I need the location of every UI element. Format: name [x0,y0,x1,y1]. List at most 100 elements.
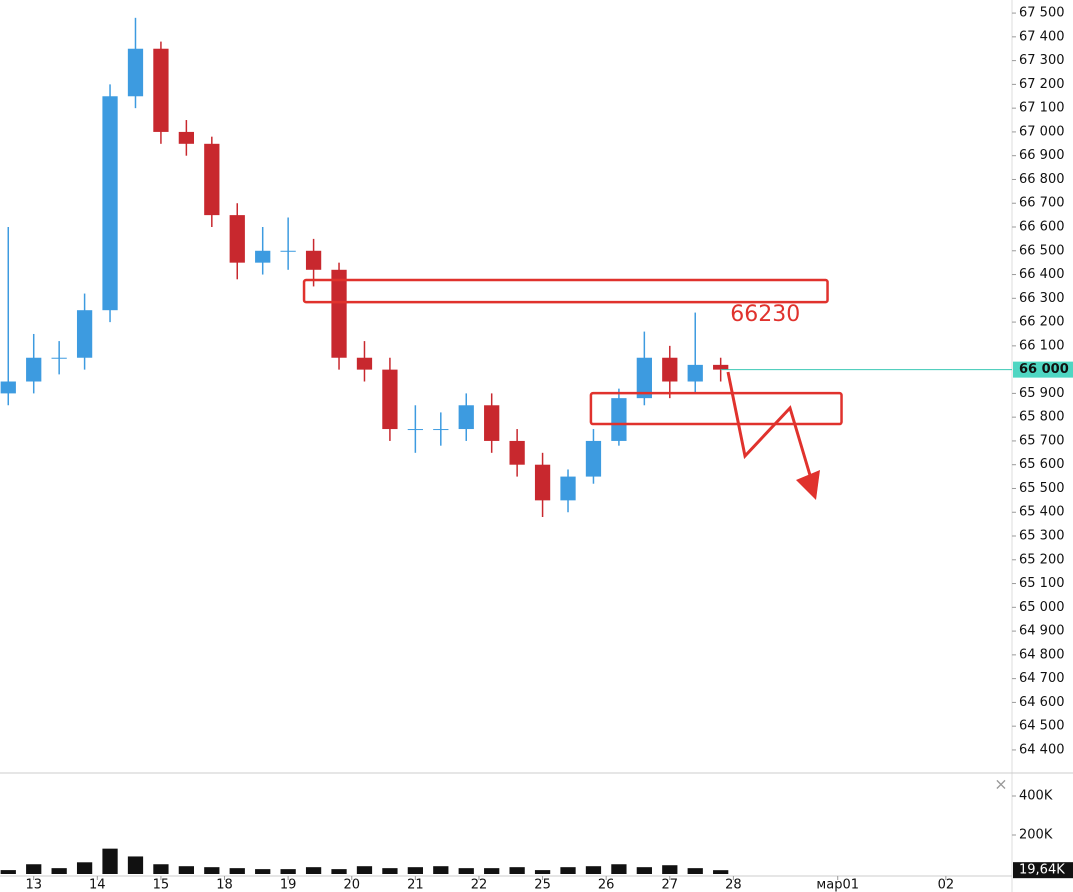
y-tick-label: 66 400 [1019,267,1065,282]
x-tick-label: 13 [25,878,42,892]
volume-bar [331,869,347,874]
y-tick-label: 67 400 [1019,29,1065,44]
current-price-label: 66 000 [1019,362,1069,377]
volume-bar [76,862,93,874]
volume-bar [534,870,551,874]
candle-body [356,357,373,370]
y-tick-label: 64 700 [1019,671,1065,686]
y-tick-label: 67 200 [1019,77,1065,92]
volume-bar [305,867,322,874]
candle-body [51,357,67,359]
volume-bar [433,866,449,874]
forecast-arrow [726,371,817,493]
candle-body [305,250,322,270]
candle-body [229,215,245,263]
volume-bar [127,856,144,874]
volume-bar [484,868,500,874]
y-tick-label: 65 200 [1019,552,1065,567]
zone [589,391,843,426]
volume-bar [229,868,245,874]
y-tick-label: 66 800 [1019,172,1065,187]
x-tick-label: 20 [343,878,360,892]
candle-body [433,429,449,431]
y-tick-label: 65 800 [1019,410,1065,425]
zone [302,278,829,304]
y-tick-label: 65 400 [1019,505,1065,520]
candle-body [127,48,144,97]
current-price-badge [1013,361,1073,378]
volume-bar [687,868,703,874]
candle-body [458,405,474,430]
candle-body [0,381,16,394]
candle-body [331,269,347,358]
y-tick-label: 65 500 [1019,481,1065,496]
x-tick-label: 15 [153,878,170,892]
volume-bar [356,866,373,874]
y-tick-label: 67 100 [1019,101,1065,116]
close-pane-button[interactable]: × [994,775,1007,794]
volume-bar [382,868,398,874]
candle-body [662,357,678,382]
y-tick-label: 65 600 [1019,457,1065,472]
volume-bar [280,869,296,874]
x-tick-label: 21 [407,878,424,892]
candle-body [178,131,195,144]
candle-body [153,48,169,132]
y-tick-label: 66 200 [1019,315,1065,330]
x-tick-label: 19 [280,878,297,892]
candle-body [26,357,42,382]
y-tick-label: 65 900 [1019,386,1065,401]
x-tick-label: 26 [598,878,615,892]
volume-bar [407,867,423,874]
candle-body [534,464,551,501]
volume-bar [102,848,118,874]
volume-bar [611,864,627,874]
candle-body [713,364,729,370]
candle-body [509,440,525,465]
volume-bar [636,867,652,874]
candle-body [636,357,652,399]
volume-bar [713,870,729,874]
x-tick-label: 02 [938,878,955,892]
candle-body [484,405,500,441]
y-tick-label: 65 000 [1019,600,1065,615]
y-tick-label: 65 300 [1019,529,1065,544]
volume-bar [26,864,42,874]
candle-body [407,429,423,431]
y-tick-label: 66 300 [1019,291,1065,306]
candle-body [280,250,296,252]
volume-bar [458,868,474,874]
y-tick-label: 64 500 [1019,719,1065,734]
candle-body [204,143,220,216]
y-tick-label: 67 500 [1019,6,1065,21]
y-tick-label: 67 300 [1019,53,1065,68]
candle-body [560,476,576,501]
volume-bar [204,867,220,874]
candle-body [611,398,627,441]
y-tick-label: 64 900 [1019,624,1065,639]
y-tick-label: 65 100 [1019,576,1065,591]
y-tick-label: 66 500 [1019,243,1065,258]
volume-bar [509,867,525,874]
volume-bar [153,864,169,874]
candle-body [255,250,271,263]
x-tick-label: 25 [534,878,551,892]
current-volume-label: 19,64K [1019,863,1065,878]
volume-bar [255,869,271,874]
volume-bar [51,868,67,874]
volume-bar [560,867,576,874]
arrow-head [796,470,820,500]
annotation: 66230 [730,302,800,327]
volume-bar [662,865,678,874]
y-tick-label: 64 600 [1019,695,1065,710]
volume-bar [585,866,602,874]
volume-tick-label: 400K [1019,789,1053,804]
x-tick-label: 28 [725,878,742,892]
volume-bar [0,870,16,874]
candle-body [76,310,93,358]
x-tick-label: 18 [216,878,233,892]
current-volume-badge [1013,862,1073,879]
x-tick-label: 27 [662,878,679,892]
